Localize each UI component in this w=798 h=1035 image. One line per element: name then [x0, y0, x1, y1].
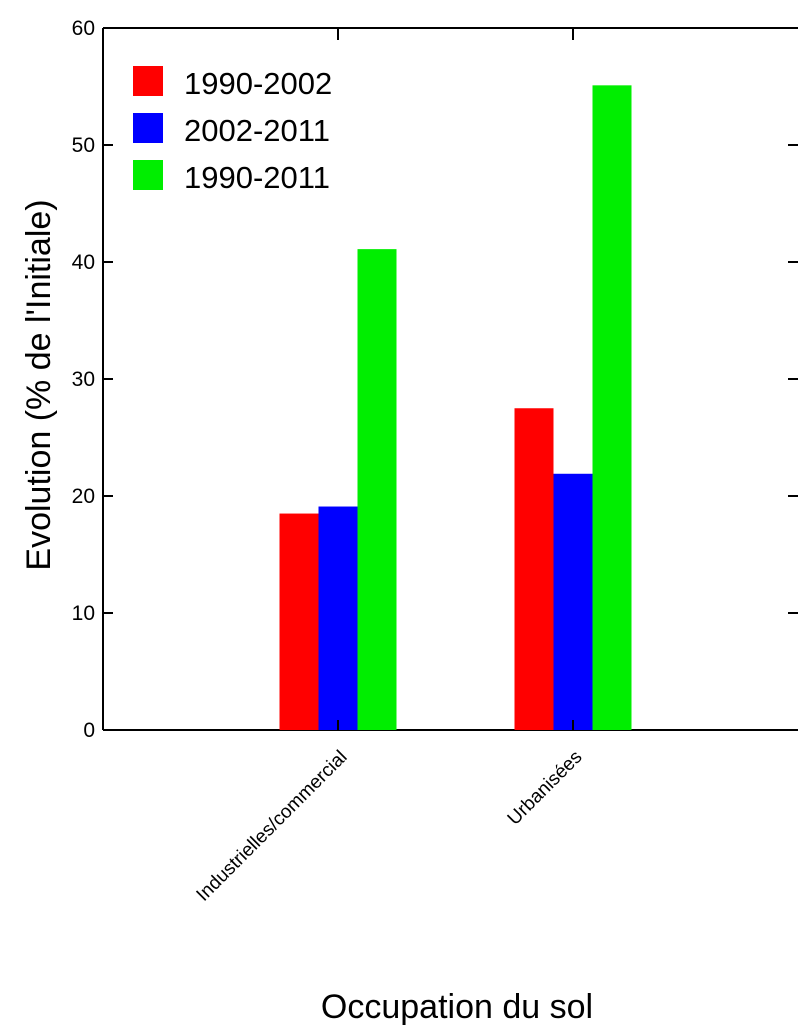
legend-swatch — [133, 66, 163, 96]
bar — [592, 85, 632, 730]
bar — [318, 506, 358, 730]
y-tick-label: 60 — [72, 17, 95, 40]
y-tick-label: 20 — [72, 485, 95, 508]
bar — [357, 249, 397, 730]
x-tick-label: Urbanisées — [504, 747, 587, 830]
y-tick-label: 40 — [72, 251, 95, 274]
x-tick-label: Industrielles/commercial — [193, 747, 352, 906]
y-tick-label: 50 — [72, 134, 95, 157]
legend-label: 1990-2002 — [184, 66, 332, 101]
y-tick-label: 10 — [72, 602, 95, 625]
y-tick-label: 30 — [72, 368, 95, 391]
legend-label: 2002-2011 — [184, 113, 330, 148]
bar — [553, 473, 593, 730]
bar — [279, 513, 319, 730]
y-tick-label: 0 — [83, 719, 95, 742]
legend-swatch — [133, 160, 163, 190]
bar — [514, 408, 554, 730]
x-axis-title: Occupation du sol — [321, 988, 593, 1026]
legend-swatch — [133, 113, 163, 143]
y-axis-title: Evolution (% de l'Initiale) — [20, 199, 58, 570]
legend-label: 1990-2011 — [184, 160, 330, 195]
